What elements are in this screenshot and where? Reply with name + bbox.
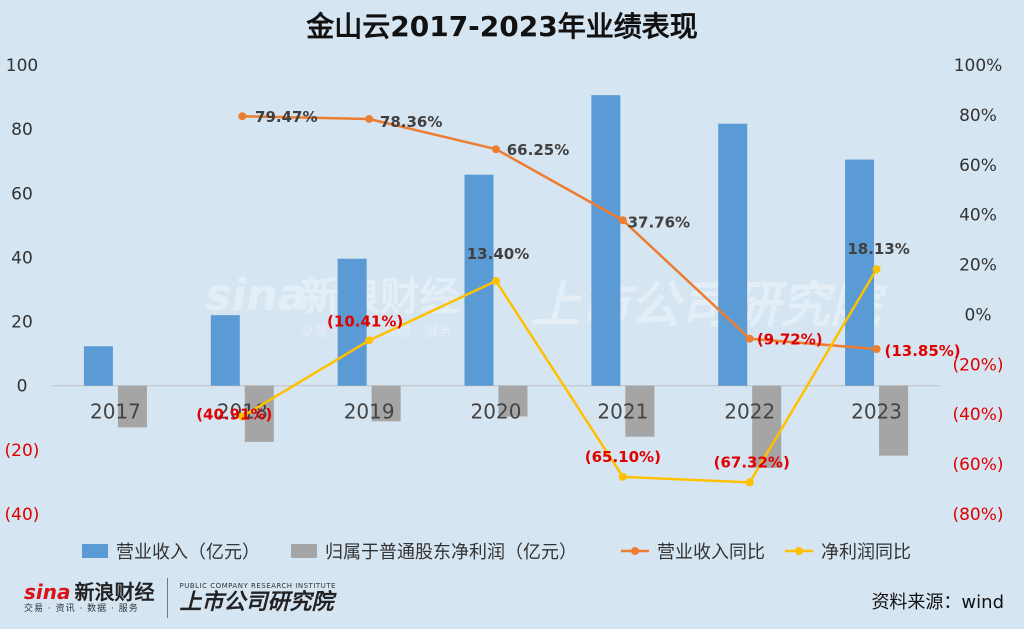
- category-label: 2023: [851, 400, 902, 424]
- legend: 营业收入（亿元） 归属于普通股东净利润（亿元） 营业收入同比 净利润同比: [82, 542, 911, 563]
- category-labels: 2017 2018 2019 2020 2021 2022 2023: [90, 400, 902, 424]
- watermark-sina-text: 新浪财经: [300, 274, 460, 320]
- revenue-yoy-point-path: [242, 114, 877, 351]
- revenue-bar: [464, 174, 494, 386]
- left-axis-tick-label: 60: [11, 184, 33, 204]
- legend-swatch: [291, 544, 317, 558]
- legend-label: 营业收入同比: [657, 542, 765, 563]
- left-axis-tick-label: 20: [11, 313, 33, 333]
- net-profit-bar: [244, 385, 274, 442]
- revenue-yoy-data-label: (9.72%): [757, 331, 823, 349]
- institute-logo: PUBLIC COMPANY RESEARCH INSTITUTE 上市公司研究…: [179, 581, 336, 615]
- revenue-bar: [83, 346, 113, 386]
- net-profit-bar: [625, 385, 655, 437]
- logo-divider: [166, 578, 168, 618]
- revenue-bar: [845, 159, 875, 386]
- net-profit-yoy-data-label: 13.40%: [467, 245, 529, 263]
- right-axis-tick-label: 60%: [959, 156, 997, 176]
- left-axis-tick-label: 100: [6, 56, 38, 76]
- net-profit-yoy-point: [365, 336, 374, 345]
- sina-logo-text: 新浪财经: [74, 580, 155, 604]
- net-profit-yoy-data-label: (67.32%): [714, 453, 790, 471]
- net-profit-yoy-point: [238, 412, 247, 421]
- right-axis-tick-label: 20%: [959, 256, 997, 276]
- institute-logo-subtext: PUBLIC COMPANY RESEARCH INSTITUTE: [179, 581, 336, 590]
- revenue-yoy-point: [365, 114, 374, 123]
- category-label: 2022: [724, 400, 775, 424]
- revenue-yoy-point: [618, 216, 627, 225]
- net-profit-bars: [117, 385, 909, 468]
- category-label: 2019: [344, 400, 395, 424]
- revenue-yoy-point: [238, 112, 247, 121]
- net-profit-yoy-point-path: [241, 268, 878, 484]
- watermark-sina-mark: sina: [205, 270, 307, 321]
- line-data-labels: 79.47% 78.36% 66.25% 37.76% (9.72%) (13.85%) (…: [196, 108, 960, 471]
- revenue-yoy-data-label: 66.25%: [507, 141, 569, 159]
- right-axis-tick-label: 100%: [954, 56, 1003, 76]
- legend-label: 净利润同比: [821, 542, 911, 563]
- data-source: 资料来源：wind: [871, 592, 1004, 613]
- revenue-bar: [591, 95, 621, 386]
- left-axis: (40) (20) 0 20 40 60 80 100: [5, 56, 40, 525]
- left-axis-tick-label: (40): [5, 505, 40, 525]
- category-label: 2017: [90, 400, 141, 424]
- revenue-bar: [718, 123, 748, 386]
- right-axis-tick-label: (40%): [952, 405, 1003, 425]
- net-profit-yoy-data-label: (65.10%): [585, 448, 661, 466]
- institute-logo-text: 上市公司研究院: [179, 589, 334, 615]
- right-axis-tick-label: 0%: [965, 305, 992, 325]
- net-profit-yoy-data-label: 18.13%: [847, 240, 909, 258]
- revenue-yoy-data-label: (13.85%): [884, 342, 960, 360]
- net-profit-bar: [117, 385, 147, 428]
- net-profit-yoy-point: [745, 478, 754, 487]
- revenue-yoy-point: [492, 145, 500, 154]
- legend-label: 营业收入（亿元）: [116, 542, 260, 563]
- revenue-bar: [337, 258, 367, 386]
- left-axis-tick-label: 40: [11, 248, 33, 268]
- revenue-yoy-line: [238, 112, 881, 353]
- chart-title: 金山云2017-2023年业绩表现: [305, 10, 697, 43]
- category-label: 2021: [597, 400, 648, 424]
- right-axis-tick-label: 80%: [959, 106, 997, 126]
- left-axis-tick-label: (20): [5, 441, 40, 461]
- revenue-bar: [210, 315, 240, 386]
- net-profit-yoy-point: [492, 277, 500, 286]
- revenue-yoy-point: [872, 344, 881, 353]
- left-axis-tick-label: 0: [17, 377, 28, 397]
- net-profit-bar: [879, 385, 909, 456]
- right-axis: (80%) (60%) (40%) (20%) 0% 20% 40% 60% 80% 100%: [952, 56, 1003, 525]
- net-profit-yoy-data-label: (10.41%): [327, 312, 403, 330]
- right-axis-tick-label: (60%): [952, 455, 1003, 475]
- net-profit-bar: [371, 385, 401, 422]
- legend-marker: [631, 547, 639, 555]
- left-axis-tick-label: 80: [11, 120, 33, 140]
- revenue-yoy-data-label: 78.36%: [380, 113, 442, 131]
- right-axis-tick-label: (20%): [952, 355, 1003, 375]
- watermark-institute-text: 上市公司研究院: [530, 276, 888, 334]
- net-profit-bar: [498, 385, 528, 417]
- revenue-yoy-data-label: 79.47%: [255, 108, 317, 126]
- legend-marker: [795, 547, 803, 555]
- net-profit-yoy-data-label: (40.91%): [196, 405, 272, 423]
- net-profit-yoy-point: [618, 472, 627, 481]
- category-label: 2020: [471, 400, 522, 424]
- right-axis-tick-label: 40%: [959, 206, 997, 226]
- revenue-yoy-data-label: 37.76%: [628, 213, 690, 231]
- right-axis-tick-label: (80%): [952, 505, 1003, 525]
- revenue-yoy-point: [745, 334, 754, 343]
- net-profit-yoy-line: [238, 265, 881, 487]
- sina-finance-logo: sina 新浪财经 交易 · 资讯 · 数据 · 服务: [24, 580, 155, 614]
- legend-swatch: [82, 544, 108, 558]
- sina-logo-subtext: 交易 · 资讯 · 数据 · 服务: [24, 604, 139, 614]
- legend-label: 归属于普通股东净利润（亿元）: [325, 542, 577, 563]
- footer-logos: sina 新浪财经 交易 · 资讯 · 数据 · 服务 PUBLIC COMPAN…: [24, 576, 336, 620]
- net-profit-yoy-point: [872, 265, 881, 274]
- revenue-bars: [83, 95, 875, 386]
